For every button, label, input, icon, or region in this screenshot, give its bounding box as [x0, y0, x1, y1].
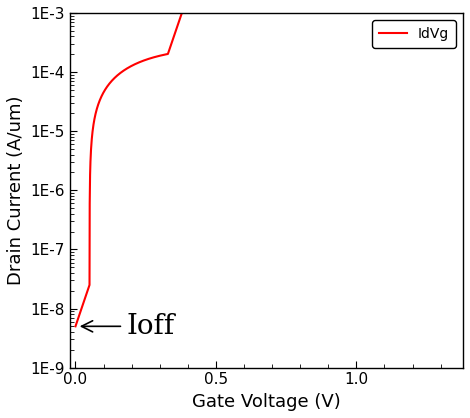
IdVg — [247, 10, 253, 15]
IdVg — [92, 115, 98, 120]
Y-axis label: Drain Current (A/um): Drain Current (A/um) — [7, 96, 25, 285]
Legend: IdVg: IdVg — [372, 20, 456, 48]
IdVg — [441, 10, 446, 15]
IdVg — [257, 10, 263, 15]
IdVg — [441, 10, 446, 15]
IdVg — [452, 10, 457, 15]
X-axis label: Gate Voltage (V): Gate Voltage (V) — [192, 393, 341, 411]
IdVg — [179, 10, 185, 15]
Line: IdVg: IdVg — [76, 13, 454, 326]
Text: Ioff: Ioff — [81, 313, 174, 340]
IdVg — [371, 10, 377, 15]
IdVg — [73, 324, 78, 329]
